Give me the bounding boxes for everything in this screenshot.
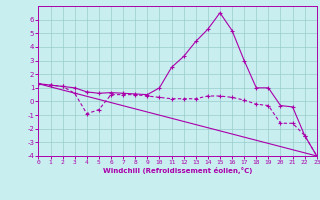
X-axis label: Windchill (Refroidissement éolien,°C): Windchill (Refroidissement éolien,°C) [103, 167, 252, 174]
